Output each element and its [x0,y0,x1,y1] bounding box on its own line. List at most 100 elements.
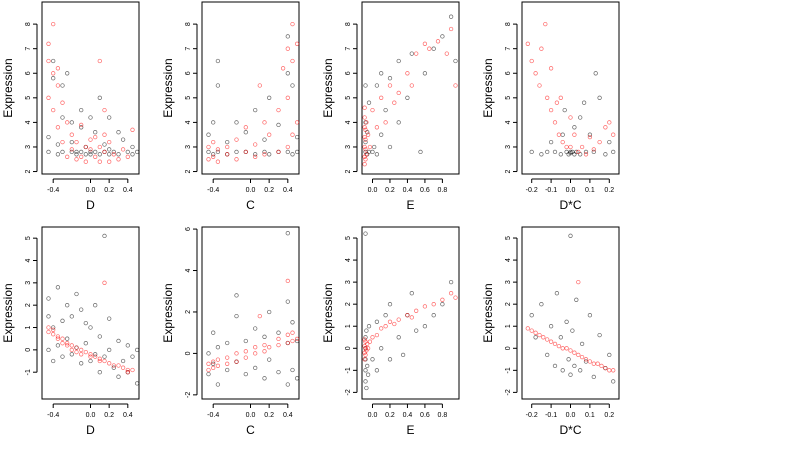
data-point [267,357,272,362]
y-tick-label: 3 [25,145,32,149]
x-tick-label: 0.4 [123,412,133,419]
data-point [539,302,544,307]
series-black [529,71,616,157]
data-point [55,125,61,130]
data-point [525,41,530,46]
data-point [392,100,397,105]
data-point [578,368,583,373]
series-red [46,280,135,375]
data-point [367,339,373,344]
x-tick-label: -0.4 [207,412,219,419]
data-point [290,58,295,64]
data-point [60,354,65,359]
data-point [374,319,380,324]
y-tick-label: 4 [345,120,352,124]
data-point [134,381,140,386]
data-point [225,367,230,373]
data-point [225,340,230,346]
data-point [243,338,248,344]
data-point [539,46,544,51]
data-point [453,83,458,88]
data-point [51,71,56,76]
data-point [116,152,121,157]
data-point [65,154,70,159]
data-point [568,348,573,353]
data-point [206,157,211,162]
data-point [262,137,267,142]
data-point [276,107,281,113]
data-point [363,231,368,236]
data-point [267,132,272,137]
data-point [440,302,445,307]
data-point [554,100,560,105]
data-point [363,368,368,373]
data-point [362,162,367,167]
data-point [276,342,281,348]
data-point [548,66,554,71]
data-point [69,120,74,125]
x-axis-title: D*C [559,423,581,437]
data-point [387,76,393,81]
data-point [65,343,70,348]
data-point [591,147,596,152]
series-red [525,21,616,157]
y-tick-label: 1 [25,325,32,329]
data-point [560,346,565,351]
y-tick-label: 6 [25,71,32,75]
data-point [276,369,281,375]
y-tick-label: 5 [345,96,352,100]
data-point [396,58,401,64]
y-axis-title: Expression [1,283,15,342]
y-tick-label: 5 [25,96,32,100]
series-red [525,279,616,373]
data-point [69,347,74,353]
x-tick-label: 0.2 [104,412,114,419]
data-point [558,95,563,100]
data-point [387,83,393,88]
y-tick-label: 5 [505,236,512,240]
data-point [46,347,51,353]
y-tick-label: 4 [505,258,512,262]
data-point [46,95,51,100]
y-tick-label: 8 [25,22,32,26]
data-point [365,372,371,377]
data-point [448,291,454,296]
x-axis-title: E [406,423,414,437]
data-point [363,83,368,88]
data-point [206,144,211,150]
data-point [422,41,428,46]
data-point [363,352,368,358]
data-point [211,361,216,366]
data-point [525,326,530,331]
data-point [130,144,135,150]
series-black [529,233,616,384]
data-point [599,363,604,369]
data-point [552,363,558,369]
data-point [409,51,414,56]
data-point [564,346,569,351]
data-point [234,157,239,162]
data-point [74,345,79,350]
x-tick-label: 0.0 [368,187,378,194]
data-point [116,374,121,379]
x-tick-label: 0.2 [385,187,395,194]
data-point [102,149,107,155]
data-point [366,324,372,329]
x-tick-label: 0.4 [403,412,413,419]
data-point [102,233,107,239]
data-point [448,279,454,285]
data-point [587,313,593,318]
series-red [362,291,458,362]
data-point [367,144,373,150]
y-tick-label: 3 [25,281,32,285]
data-point [548,139,554,145]
data-point [60,318,65,323]
series-black [46,233,140,386]
data-point [374,125,380,130]
data-point [215,58,221,64]
data-point [294,149,300,155]
data-point [107,139,112,145]
data-point [79,125,84,130]
data-point [285,71,290,76]
y-tick-label: 6 [505,71,512,75]
